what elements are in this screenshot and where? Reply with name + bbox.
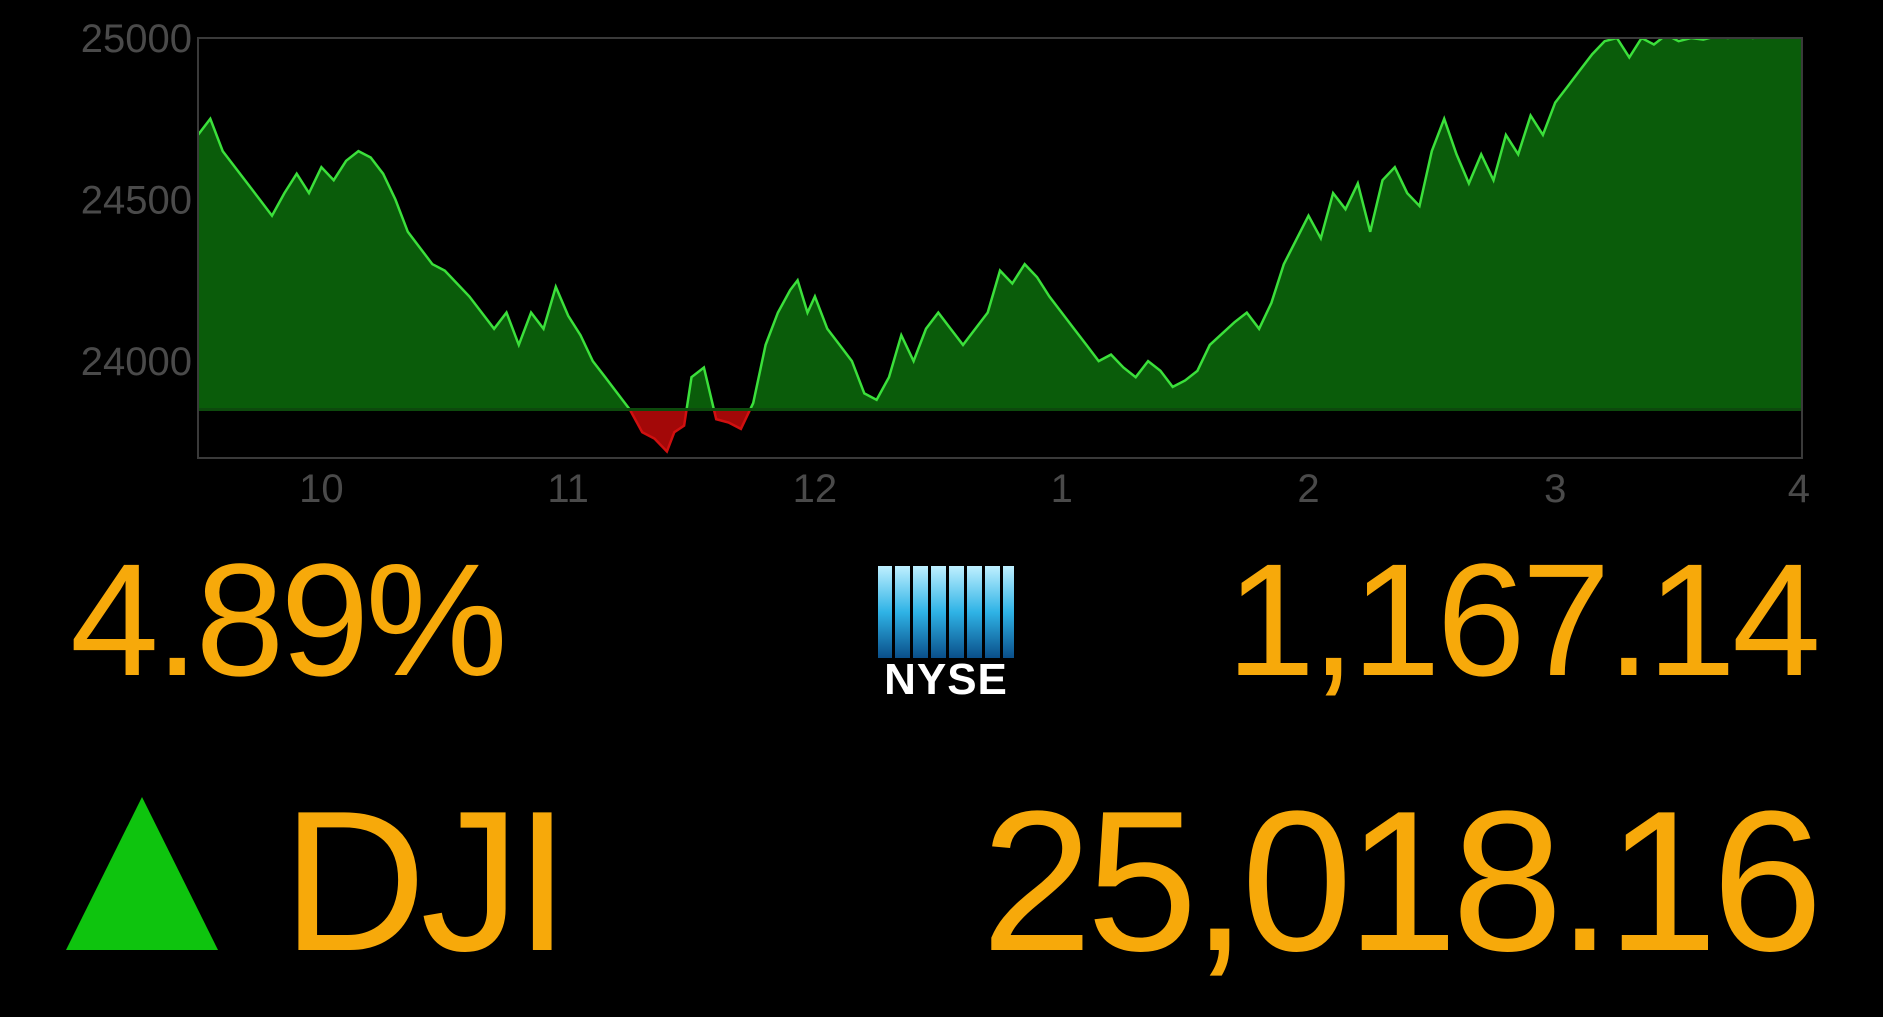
y-tick-label: 24500 [81,179,192,223]
nyse-composite-value: 1,167.14 [1226,530,1821,709]
nyse-logo-text: NYSE [884,655,1008,704]
area-above-baseline [198,38,1802,410]
x-tick-label: 12 [793,467,838,511]
x-tick-label: 2 [1297,467,1319,511]
x-tick-label: 10 [299,467,344,511]
index-value: 25,018.16 [981,770,1823,993]
y-tick-label: 24000 [81,340,192,384]
x-tick-label: 3 [1544,467,1566,511]
percent-change: 4.89% [70,530,508,709]
series-line [198,38,1802,410]
index-name: DJI [282,770,570,993]
up-arrow-icon [66,797,218,950]
y-tick-label: 25000 [81,17,192,61]
x-tick-label: 11 [547,467,589,511]
x-tick-label: 4 [1788,467,1810,511]
x-tick-label: 1 [1051,467,1073,511]
nyse-logo: NYSE [878,566,1014,706]
plot-frame [197,37,1803,459]
nyse-columns-icon [878,566,1014,658]
